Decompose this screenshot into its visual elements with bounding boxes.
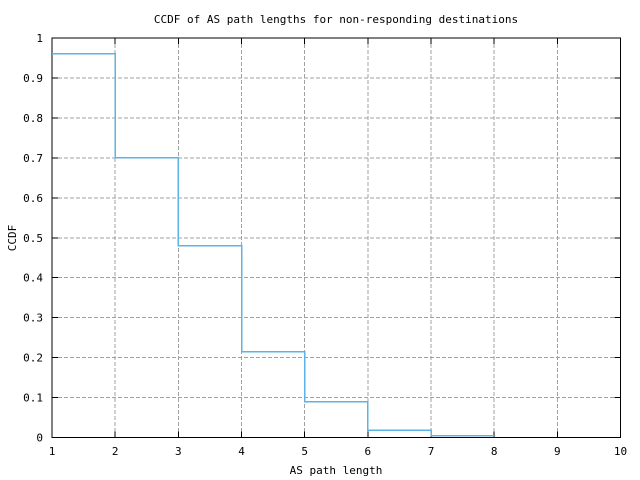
x-tick-label: 9 (554, 445, 561, 458)
series-step-path (52, 53, 495, 437)
x-tick-label: 7 (428, 445, 435, 458)
y-tick-label: 0.7 (23, 152, 43, 165)
grid-lines (52, 38, 621, 438)
x-tick-label: 8 (491, 445, 498, 458)
x-tick-label: 4 (238, 445, 245, 458)
y-tick-label: 0.2 (23, 352, 43, 365)
y-tick-label: 1 (36, 32, 43, 45)
y-tick-label: 0.1 (23, 392, 43, 405)
x-tick-label: 10 (614, 445, 627, 458)
y-tick-label: 0.9 (23, 72, 43, 85)
x-axis-label: AS path length (290, 464, 383, 477)
x-tick-label: 1 (49, 445, 56, 458)
ccdf-step-line (52, 53, 495, 437)
y-tick-label: 0.5 (23, 232, 43, 245)
y-tick-label: 0.6 (23, 192, 43, 205)
axis-tick-marks (51, 37, 621, 438)
y-tick-label: 0 (36, 432, 43, 445)
x-tick-label: 3 (175, 445, 182, 458)
y-tick-label: 0.8 (23, 112, 43, 125)
x-tick-label: 5 (301, 445, 308, 458)
y-tick-label: 0.4 (23, 272, 43, 285)
axis-tick-labels: 1 2 3 4 5 6 7 8 9 10 0 0.1 0.2 0.3 0.4 0.5 0.6 0.7 0.8 0.9 1 (23, 32, 627, 458)
chart-title: CCDF of AS path lengths for non-respondi… (154, 13, 518, 26)
y-axis-label: CCDF (6, 225, 19, 252)
x-tick-label: 2 (112, 445, 119, 458)
x-tick-label: 6 (365, 445, 372, 458)
y-tick-label: 0.3 (23, 312, 43, 325)
